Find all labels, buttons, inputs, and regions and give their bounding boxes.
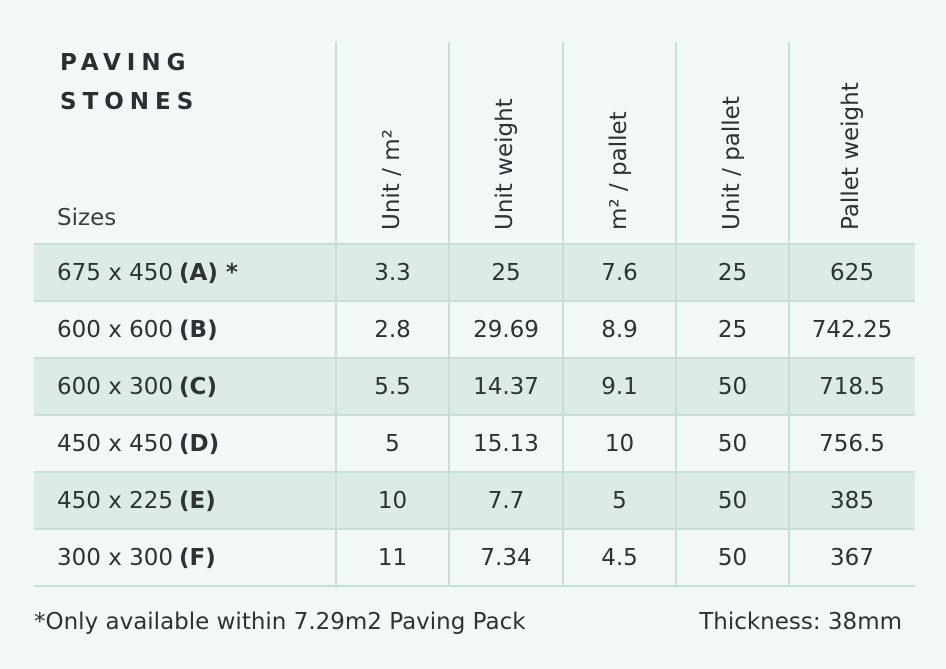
size-code: (E) xyxy=(179,487,216,514)
column-header-label: Unit / pallet xyxy=(718,96,745,230)
value-cell: 50 xyxy=(717,544,748,571)
value-cell: 25 xyxy=(717,259,748,286)
row-divider xyxy=(34,471,915,473)
value-cell: 11 xyxy=(377,544,408,571)
value-cell: 5.5 xyxy=(374,373,411,400)
value-cell: 718.5 xyxy=(819,373,885,400)
value-cell: 15.13 xyxy=(473,430,539,457)
value-cell: 14.37 xyxy=(473,373,539,400)
sizes-column-header: Sizes xyxy=(57,205,117,231)
thickness-note: Thickness: 38mm xyxy=(699,609,902,635)
column-divider xyxy=(675,42,677,585)
size-dimensions: 675 x 450 xyxy=(57,259,174,286)
column-header: Pallet weight xyxy=(789,40,915,230)
row-shade xyxy=(34,244,915,301)
value-cell: 29.69 xyxy=(473,316,539,343)
column-divider xyxy=(788,42,790,585)
value-cell: 742.25 xyxy=(811,316,893,343)
value-cell: 756.5 xyxy=(819,430,885,457)
row-divider xyxy=(34,357,915,359)
row-shade xyxy=(34,358,915,415)
size-code: (A) * xyxy=(179,259,238,286)
column-divider xyxy=(335,42,337,585)
value-cell: 10 xyxy=(604,430,635,457)
column-header-label: m² / pallet xyxy=(605,111,632,230)
value-cell: 2.8 xyxy=(374,316,411,343)
value-cell: 3.3 xyxy=(374,259,411,286)
title-line-1: PAVING xyxy=(60,50,192,76)
size-cell: 600 x 600 (B) xyxy=(57,302,218,357)
size-dimensions: 450 x 450 xyxy=(57,430,174,457)
page-title: PAVING STONES xyxy=(60,44,199,122)
value-cell: 7.6 xyxy=(601,259,638,286)
column-header: Unit weight xyxy=(449,40,563,230)
column-divider xyxy=(562,42,564,585)
row-divider xyxy=(34,585,915,587)
size-dimensions: 300 x 300 xyxy=(57,544,174,571)
value-cell: 7.34 xyxy=(480,544,532,571)
value-cell: 9.1 xyxy=(601,373,638,400)
value-cell: 7.7 xyxy=(487,487,525,514)
value-cell: 50 xyxy=(717,373,748,400)
size-dimensions: 600 x 300 xyxy=(57,373,174,400)
value-cell: 25 xyxy=(491,259,521,286)
value-cell: 10 xyxy=(377,487,408,514)
value-cell: 385 xyxy=(830,487,874,514)
size-dimensions: 450 x 225 xyxy=(57,487,174,514)
value-cell: 50 xyxy=(717,430,748,457)
row-divider xyxy=(34,414,915,416)
row-divider xyxy=(34,528,915,530)
value-cell: 367 xyxy=(830,544,874,571)
row-divider xyxy=(34,300,915,302)
column-header: m² / pallet xyxy=(563,40,676,230)
column-header: Unit / pallet xyxy=(676,40,789,230)
row-divider xyxy=(34,243,915,245)
column-header-label: Unit weight xyxy=(492,98,518,230)
size-code: (F) xyxy=(179,544,216,571)
size-cell: 675 x 450 (A) * xyxy=(57,245,238,300)
value-cell: 4.5 xyxy=(601,544,638,571)
row-shade xyxy=(34,472,915,529)
column-divider xyxy=(448,42,450,585)
column-header-label: Unit / m² xyxy=(378,129,405,230)
size-cell: 450 x 450 (D) xyxy=(57,416,219,471)
size-code: (B) xyxy=(179,316,218,343)
size-cell: 300 x 300 (F) xyxy=(57,530,216,585)
footnote: *Only available within 7.29m2 Paving Pac… xyxy=(34,609,526,635)
size-cell: 600 x 300 (C) xyxy=(57,359,217,414)
value-cell: 625 xyxy=(830,259,874,286)
value-cell: 5 xyxy=(385,430,400,457)
title-line-2: STONES xyxy=(60,89,200,115)
value-cell: 8.9 xyxy=(601,316,638,343)
value-cell: 50 xyxy=(717,487,748,514)
value-cell: 25 xyxy=(717,316,748,343)
size-code: (C) xyxy=(179,373,217,400)
size-dimensions: 600 x 600 xyxy=(57,316,174,343)
value-cell: 5 xyxy=(612,487,627,514)
size-code: (D) xyxy=(179,430,220,457)
column-header-label: Pallet weight xyxy=(838,82,864,230)
size-cell: 450 x 225 (E) xyxy=(57,473,216,528)
column-header: Unit / m² xyxy=(336,40,449,230)
